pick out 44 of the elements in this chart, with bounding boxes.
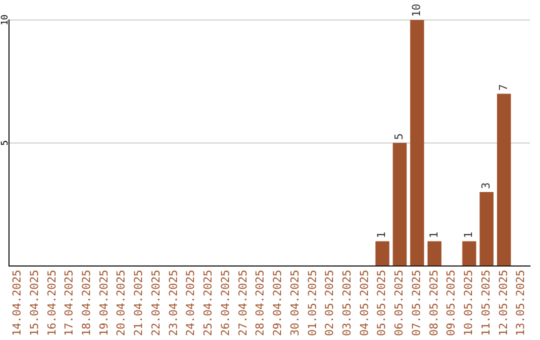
x-tick-label: 06.05.2025 <box>392 270 406 336</box>
x-tick-label: 09.05.2025 <box>444 270 458 336</box>
data-label: 10 <box>410 4 423 17</box>
x-tick-label: 15.04.2025 <box>28 270 41 336</box>
x-tick-label: 05.05.2025 <box>375 270 388 336</box>
x-tick-label: 17.04.2025 <box>62 270 76 336</box>
x-tick-label: 10.05.2025 <box>462 270 476 336</box>
x-tick-label: 14.04.2025 <box>10 270 24 336</box>
x-tick-label: 24.04.2025 <box>184 270 198 336</box>
bar <box>462 241 476 266</box>
bar <box>497 94 511 266</box>
x-tick-label: 02.05.2025 <box>323 270 336 336</box>
x-tick-label: 28.04.2025 <box>254 270 267 336</box>
x-tick-label: 20.04.2025 <box>114 270 128 336</box>
x-tick-label: 11.05.2025 <box>479 270 492 336</box>
data-label: 3 <box>479 182 492 190</box>
x-tick-label: 07.05.2025 <box>410 270 423 336</box>
x-tick-label: 18.04.2025 <box>80 270 94 336</box>
x-tick-label: 19.04.2025 <box>97 270 110 336</box>
data-label: 1 <box>375 232 388 238</box>
x-tick-label: 26.04.2025 <box>218 270 232 336</box>
x-tick-label: 30.04.2025 <box>288 270 302 336</box>
data-label: 7 <box>496 84 510 91</box>
data-label: 5 <box>392 133 406 140</box>
x-tick-label: 16.04.2025 <box>45 270 58 336</box>
data-label: 1 <box>427 232 440 238</box>
x-tick-label: 01.05.2025 <box>306 270 319 336</box>
x-tick-label: 23.04.2025 <box>166 270 180 336</box>
bar <box>375 241 390 266</box>
x-tick-label: 22.04.2025 <box>149 270 162 336</box>
x-tick-label: 21.04.2025 <box>132 270 146 336</box>
data-label: 1 <box>462 232 476 238</box>
bar <box>392 142 407 266</box>
x-tick-label: 29.04.2025 <box>271 270 284 336</box>
x-tick-label: 03.05.2025 <box>340 270 354 336</box>
x-tick-label: 13.05.2025 <box>514 270 528 336</box>
bar <box>410 20 424 266</box>
x-tick-label: 08.05.2025 <box>427 270 440 336</box>
bar <box>428 241 442 266</box>
x-tick-label: 12.05.2025 <box>496 270 510 336</box>
x-tick-label: 27.04.2025 <box>236 270 250 336</box>
x-tick-label: 25.04.2025 <box>202 270 215 336</box>
bar <box>480 192 494 266</box>
x-tick-label: 04.05.2025 <box>358 270 371 336</box>
